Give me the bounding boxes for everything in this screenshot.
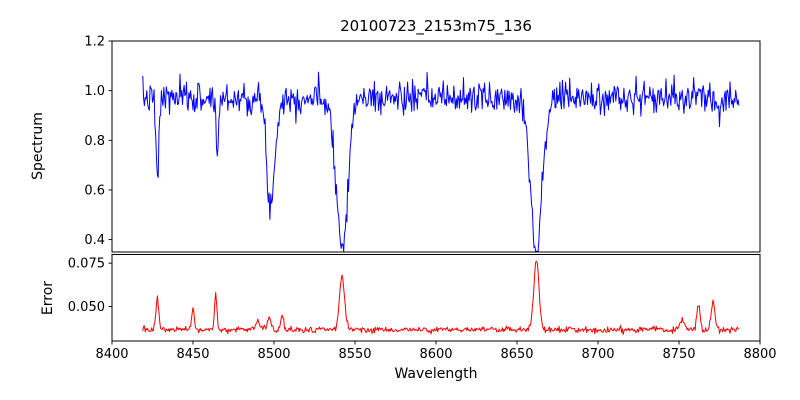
- x-tick-label: 8650: [500, 347, 533, 362]
- x-tick-label: 8600: [419, 347, 452, 362]
- y-tick-label: 0.075: [68, 257, 105, 272]
- spectrum-line: [142, 71, 740, 252]
- error-panel-border: [111, 254, 761, 342]
- spectrum-yticks: 0.4 0.6 0.8 1.0 1.2: [84, 35, 112, 248]
- error-yticks: 0.050 0.075: [68, 257, 112, 315]
- y-tick-label: 0.4: [84, 233, 105, 248]
- x-ticks: 8400 8450 8500 8550 8600 8650 8700 8750 8800: [95, 341, 777, 362]
- x-tick-label: 8500: [257, 347, 290, 362]
- spectrum-y-axis-label: Spectrum: [30, 112, 46, 180]
- x-tick-label: 8800: [743, 347, 776, 362]
- x-tick-label: 8400: [95, 347, 128, 362]
- y-tick-label: 1.2: [84, 35, 105, 50]
- x-tick-label: 8450: [176, 347, 209, 362]
- spectrum-panel: 0.4 0.6 0.8 1.0 1.2: [84, 35, 761, 253]
- y-tick-label: 0.050: [68, 300, 105, 315]
- x-axis-label: Wavelength: [394, 366, 477, 382]
- y-tick-label: 1.0: [84, 84, 105, 99]
- x-tick-label: 8750: [662, 347, 695, 362]
- plot-title: 20100723_2153m75_136: [340, 17, 532, 36]
- error-y-axis-label: Error: [40, 281, 56, 315]
- x-tick-label: 8700: [581, 347, 614, 362]
- x-tick-label: 8550: [338, 347, 371, 362]
- spectrum-panel-border: [111, 40, 761, 253]
- y-tick-label: 0.8: [84, 134, 105, 149]
- y-tick-label: 0.6: [84, 183, 105, 198]
- error-line: [142, 260, 740, 335]
